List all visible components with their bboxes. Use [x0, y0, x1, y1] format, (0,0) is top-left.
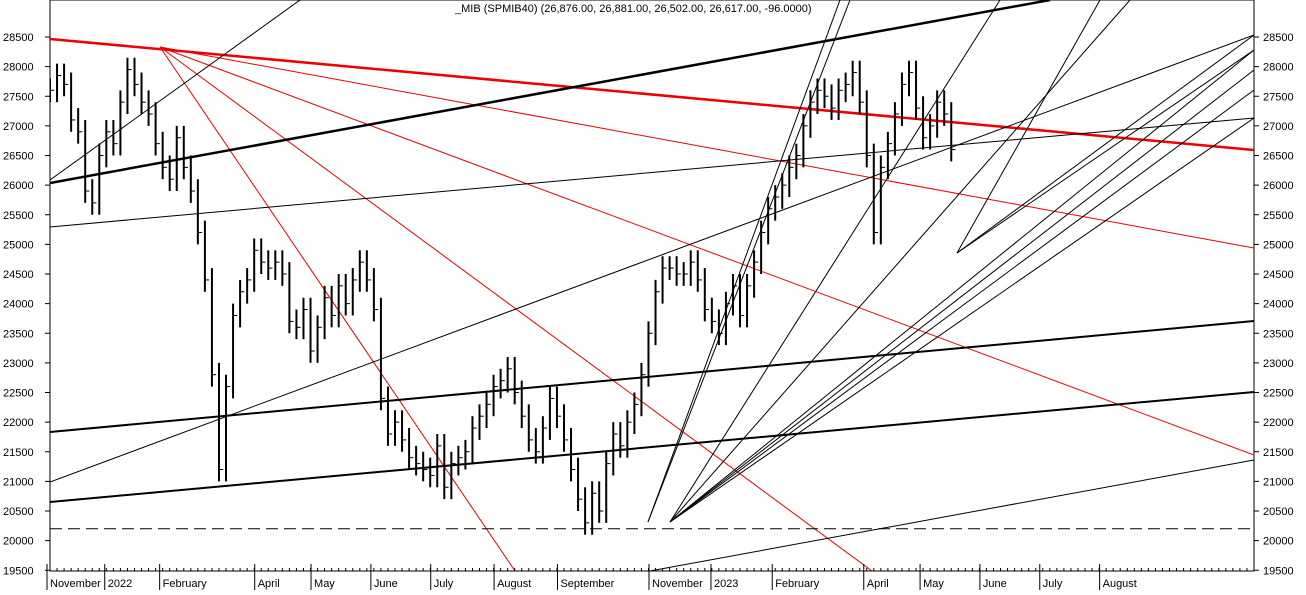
black-trendline-thin: [50, 0, 301, 181]
fan-line: [669, 69, 1254, 523]
y-tick-label-right: 24500: [1263, 269, 1294, 281]
x-tick-label: November: [50, 578, 101, 590]
y-tick-label-left: 27500: [3, 91, 34, 103]
y-tick-label-right: 24000: [1263, 299, 1294, 311]
x-tick-label: April: [867, 578, 889, 590]
y-tick-label-left: 26500: [3, 151, 34, 163]
x-tick-label: June: [374, 578, 398, 590]
y-tick-label-left: 27000: [3, 121, 34, 133]
y-tick-label-right: 23500: [1263, 328, 1294, 340]
y-tick-label-right: 25500: [1263, 210, 1294, 222]
y-tick-label-right: 19500: [1263, 565, 1294, 577]
x-tick-label: February: [775, 578, 820, 590]
x-tick-label: 2023: [714, 578, 738, 590]
fan-line: [647, 0, 841, 523]
y-tick-label-left: 21500: [3, 447, 34, 459]
fan-line: [956, 49, 1254, 254]
y-tick-label-right: 20000: [1263, 536, 1294, 548]
y-tick-label-right: 21000: [1263, 476, 1294, 488]
y-tick-label-right: 26000: [1263, 180, 1294, 192]
black-trendline-thin: [649, 459, 1254, 571]
y-tick-label-left: 28500: [3, 32, 34, 44]
x-tick-label: June: [983, 578, 1007, 590]
y-tick-label-left: 23000: [3, 358, 34, 370]
x-tick-label: 2022: [108, 578, 132, 590]
x-tick-label: November: [652, 578, 703, 590]
x-tick-label: April: [258, 578, 280, 590]
fan-line: [669, 117, 1254, 523]
y-tick-label-left: 25000: [3, 239, 34, 251]
x-tick-label: July: [434, 578, 454, 590]
y-tick-label-left: 20500: [3, 506, 34, 518]
x-tick-label: February: [163, 578, 208, 590]
black-trendline-thin: [50, 34, 1254, 483]
x-tick-label: September: [560, 578, 614, 590]
x-tick-label: August: [497, 578, 531, 590]
y-tick-label-left: 23500: [3, 328, 34, 340]
y-tick-label-left: 22500: [3, 388, 34, 400]
y-tick-label-right: 22000: [1263, 417, 1294, 429]
y-tick-label-right: 27500: [1263, 91, 1294, 103]
y-tick-label-right: 20500: [1263, 506, 1294, 518]
y-tick-label-left: 20000: [3, 536, 34, 548]
red-fan-line: [159, 46, 1254, 456]
y-tick-label-left: 24500: [3, 269, 34, 281]
red-trendline-main: [50, 37, 1254, 152]
y-tick-label-left: 22000: [3, 417, 34, 429]
fan-line: [647, 0, 851, 523]
black-trendline-thick: [50, 320, 1254, 433]
y-tick-label-right: 23000: [1263, 358, 1294, 370]
black-trendline-thick: [50, 0, 1051, 185]
fan-line: [669, 89, 1254, 523]
y-tick-label-left: 19500: [3, 565, 34, 577]
x-tick-label: July: [1043, 578, 1063, 590]
x-tick-label: May: [923, 578, 944, 590]
y-tick-label-right: 28500: [1263, 32, 1294, 44]
y-tick-label-right: 26500: [1263, 151, 1294, 163]
chart-title: _MIB (SPMIB40) (26,876.00, 26,881.00, 26…: [455, 3, 812, 15]
y-tick-label-left: 25500: [3, 210, 34, 222]
y-tick-label-left: 28000: [3, 62, 34, 74]
y-tick-label-left: 26000: [3, 180, 34, 192]
red-fan-line: [159, 46, 516, 571]
black-trendline-thin: [50, 117, 1254, 228]
black-trendline-thick: [50, 391, 1254, 503]
x-tick-label: August: [1103, 578, 1137, 590]
red-fan-line: [159, 46, 1254, 249]
y-tick-label-left: 21000: [3, 476, 34, 488]
y-tick-label-right: 27000: [1263, 121, 1294, 133]
x-tick-label: May: [314, 578, 335, 590]
fan-line: [669, 0, 1131, 523]
y-tick-label-left: 24000: [3, 299, 34, 311]
fan-line: [669, 49, 1254, 523]
y-tick-label-right: 25000: [1263, 239, 1294, 251]
y-tick-label-right: 21500: [1263, 447, 1294, 459]
fan-line: [669, 0, 1001, 523]
y-tick-label-right: 22500: [1263, 388, 1294, 400]
y-tick-label-right: 28000: [1263, 62, 1294, 74]
fan-line: [956, 34, 1254, 254]
fan-line: [956, 0, 1101, 254]
